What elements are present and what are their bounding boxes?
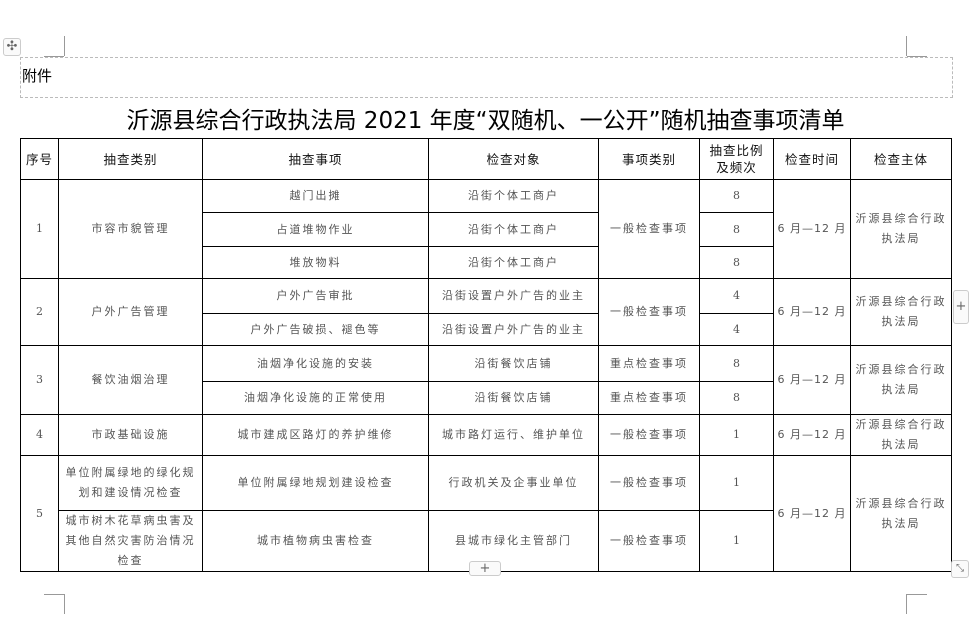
row-no: 2 (20, 278, 59, 346)
category-cell: 市容市貌管理 (58, 179, 203, 279)
table-row: 4 市政基础设施 城市建成区路灯的养护维修 城市路灯运行、维护单位 一般检查事项… (20, 414, 952, 456)
row-no: 5 (20, 455, 59, 572)
header-time: 检查时间 (773, 138, 851, 180)
header-agency: 检查主体 (850, 138, 952, 180)
crop-mark-bottom-right (906, 594, 907, 614)
header-no: 序号 (20, 138, 59, 180)
agency-cell: 沂源县综合行政执法局 (850, 345, 952, 415)
page-title: 沂源县综合行政执法局 2021 年度“双随机、一公开”随机抽查事项清单 (126, 108, 845, 134)
category-cell: 城市树木花草病虫害及其他自然灾害防治情况检查 (58, 510, 203, 572)
target-cell: 沿街个体工商户 (428, 246, 599, 279)
type-cell: 一般检查事项 (598, 278, 700, 346)
time-cell: 6 月—12 月 (773, 414, 851, 456)
ratio-cell: 8 (699, 179, 774, 213)
type-cell: 重点检查事项 (598, 345, 700, 382)
item-cell: 堆放物料 (202, 246, 429, 279)
ratio-cell: 4 (699, 278, 774, 314)
target-cell: 沿街餐饮店铺 (428, 345, 599, 382)
ratio-cell: 8 (699, 246, 774, 279)
crop-mark-top-left (64, 36, 65, 56)
target-cell: 县城市绿化主管部门 (428, 510, 599, 572)
target-cell: 沿街设置户外广告的业主 (428, 278, 599, 314)
crop-mark-top-right (906, 36, 907, 56)
item-cell: 占道堆物作业 (202, 212, 429, 247)
attachment-label: 附件 (22, 67, 53, 85)
target-cell: 沿街个体工商户 (428, 212, 599, 247)
crop-mark-bottom-left (64, 594, 65, 614)
agency-cell: 沂源县综合行政执法局 (850, 278, 952, 346)
type-cell: 重点检查事项 (598, 381, 700, 415)
item-cell: 城市建成区路灯的养护维修 (202, 414, 429, 456)
category-cell: 户外广告管理 (58, 278, 203, 346)
target-cell: 沿街餐饮店铺 (428, 381, 599, 415)
time-cell: 6 月—12 月 (773, 179, 851, 279)
ratio-cell: 1 (699, 510, 774, 572)
table-row: 堆放物料 沿街个体工商户 8 (21, 246, 952, 279)
agency-cell: 沂源县综合行政执法局 (850, 414, 952, 456)
type-cell: 一般检查事项 (598, 510, 700, 572)
add-column-button[interactable]: + (953, 290, 969, 324)
table-row: 油烟净化设施的正常使用 沿街餐饮店铺 重点检查事项 8 (21, 381, 952, 415)
type-cell: 一般检查事项 (598, 179, 700, 279)
ratio-cell: 8 (699, 345, 774, 382)
item-cell: 油烟净化设施的正常使用 (202, 381, 429, 415)
time-cell: 6 月—12 月 (773, 455, 851, 572)
ratio-cell: 1 (699, 414, 774, 456)
table-row: 1 市容市貌管理 越门出摊 沿街个体工商户 一般检查事项 8 6 月—12 月 … (20, 179, 952, 279)
agency-cell: 沂源县综合行政执法局 (850, 179, 952, 279)
text-boundary (20, 57, 953, 98)
time-cell: 6 月—12 月 (773, 278, 851, 346)
header-category: 抽查类别 (58, 138, 203, 180)
target-cell: 沿街设置户外广告的业主 (428, 313, 599, 346)
table-row: 城市树木花草病虫害及其他自然灾害防治情况检查 城市植物病虫害检查 县城市绿化主管… (21, 510, 952, 572)
type-cell: 一般检查事项 (598, 414, 700, 456)
category-cell: 餐饮油烟治理 (58, 345, 203, 415)
table-row: 2 户外广告管理 户外广告审批 沿街设置户外广告的业主 一般检查事项 4 6 月… (20, 278, 952, 346)
row-no: 4 (20, 414, 59, 456)
table-row: 占道堆物作业 沿街个体工商户 8 (21, 212, 952, 247)
inspection-table: 序号 抽查类别 抽查事项 检查对象 事项类别 抽查比例及频次 检查时间 检查主体… (20, 138, 952, 572)
item-cell: 油烟净化设施的安装 (202, 345, 429, 382)
header-ratio: 抽查比例及频次 (699, 138, 774, 180)
item-cell: 城市植物病虫害检查 (202, 510, 429, 572)
move-handle-icon[interactable]: ✣ (3, 38, 21, 56)
time-cell: 6 月—12 月 (773, 345, 851, 415)
category-cell: 单位附属绿地的绿化规划和建设情况检查 (58, 455, 203, 511)
item-cell: 户外广告审批 (202, 278, 429, 314)
target-cell: 城市路灯运行、维护单位 (428, 414, 599, 456)
row-no: 3 (20, 345, 59, 415)
crop-mark-top-right-h (907, 56, 927, 57)
ratio-cell: 8 (699, 381, 774, 415)
crop-mark-top-left-h (44, 56, 64, 57)
category-cell: 市政基础设施 (58, 414, 203, 456)
row-no: 1 (20, 179, 59, 279)
header-row: 序号 抽查类别 抽查事项 检查对象 事项类别 抽查比例及频次 检查时间 检查主体 (20, 138, 952, 180)
add-row-button[interactable]: + (469, 561, 501, 576)
item-cell: 户外广告破损、褪色等 (202, 313, 429, 346)
crop-mark-bottom-right-h (907, 594, 927, 595)
header-target: 检查对象 (428, 138, 599, 180)
ratio-cell: 4 (699, 313, 774, 346)
item-cell: 越门出摊 (202, 179, 429, 213)
type-cell: 一般检查事项 (598, 455, 700, 511)
item-cell: 单位附属绿地规划建设检查 (202, 455, 429, 511)
header-item: 抽查事项 (202, 138, 429, 180)
target-cell: 沿街个体工商户 (428, 179, 599, 213)
target-cell: 行政机关及企事业单位 (428, 455, 599, 511)
resize-icon[interactable]: ⤡ (951, 560, 969, 578)
header-type: 事项类别 (598, 138, 700, 180)
ratio-cell: 8 (699, 212, 774, 247)
crop-mark-bottom-left-h (44, 594, 64, 595)
table-row: 3 餐饮油烟治理 油烟净化设施的安装 沿街餐饮店铺 重点检查事项 8 6 月—1… (20, 345, 952, 415)
table-row: 5 单位附属绿地的绿化规划和建设情况检查 单位附属绿地规划建设检查 行政机关及企… (20, 455, 952, 572)
agency-cell: 沂源县综合行政执法局 (850, 455, 952, 572)
ratio-cell: 1 (699, 455, 774, 511)
